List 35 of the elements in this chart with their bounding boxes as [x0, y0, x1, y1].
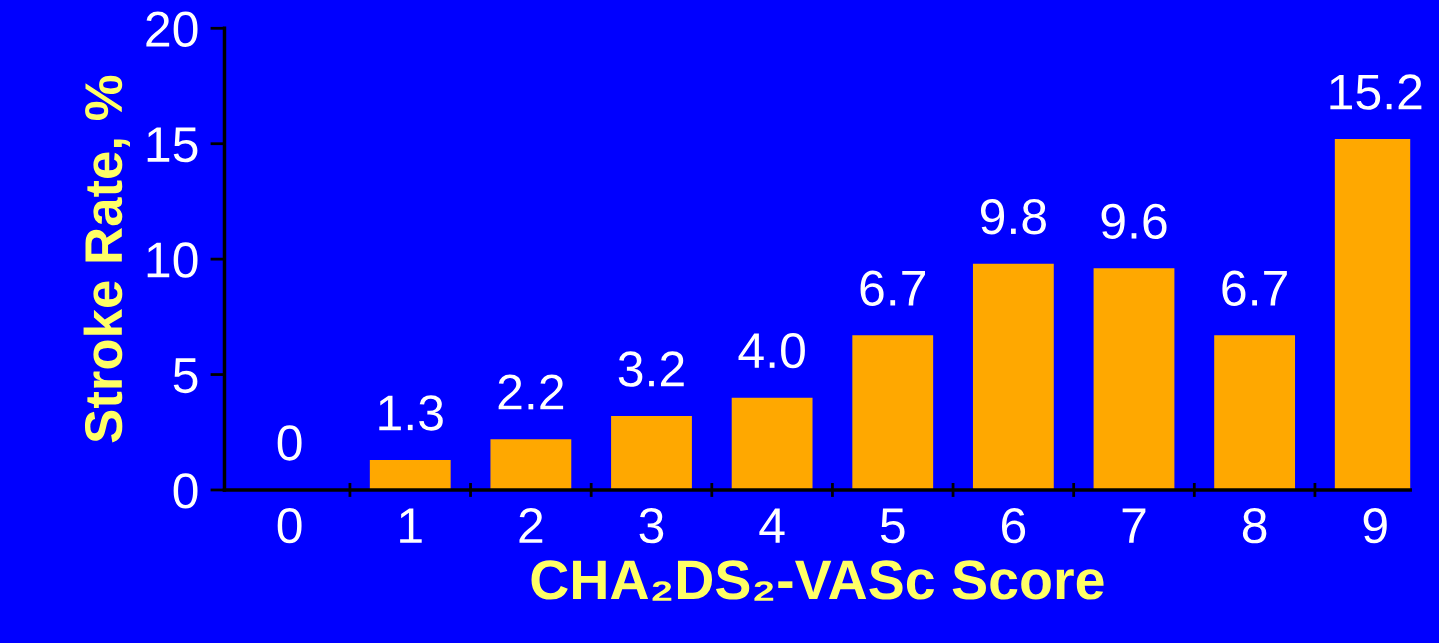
data-label: 0 [277, 425, 302, 461]
bar [490, 439, 572, 490]
bar [852, 335, 934, 490]
x-tick-label: 0 [277, 507, 302, 544]
x-tick-label: 1 [400, 508, 422, 543]
x-tick-label: 6 [1002, 507, 1026, 544]
bar [611, 416, 692, 490]
data-label: 4.0 [738, 332, 805, 369]
data-label: 9.8 [980, 199, 1046, 235]
x-tick-label: 4 [759, 508, 785, 543]
x-tick-label: 9 [1363, 507, 1387, 544]
y-tick-label: 5 [173, 358, 198, 394]
data-label: 9.6 [1101, 203, 1167, 240]
bar [1093, 268, 1175, 490]
y-tick-label: 15 [147, 127, 198, 163]
x-tick-label: 8 [1242, 507, 1267, 544]
data-label: 3.2 [618, 351, 684, 387]
data-label: 15.2 [1330, 74, 1422, 110]
x-tick-label: 5 [880, 508, 905, 544]
x-axis-title: CHA₂DS₂-VASc Score [531, 560, 1104, 601]
data-label: 1.3 [379, 395, 443, 431]
data-label: 6.7 [1222, 270, 1287, 306]
bar [972, 263, 1054, 490]
bar [731, 397, 813, 490]
data-label: 6.7 [860, 270, 925, 306]
y-tick-label: 10 [147, 242, 198, 278]
y-tick-label: 20 [146, 11, 198, 47]
x-tick-label: 7 [1122, 508, 1146, 543]
x-tick-label: 2 [519, 507, 543, 543]
x-tick-label: 3 [639, 507, 664, 544]
bar [1214, 335, 1296, 490]
data-label: 2.2 [498, 374, 564, 410]
y-axis-title: Stroke Rate, % [83, 75, 130, 443]
bar [369, 459, 451, 490]
y-tick-label: 0 [173, 473, 198, 509]
